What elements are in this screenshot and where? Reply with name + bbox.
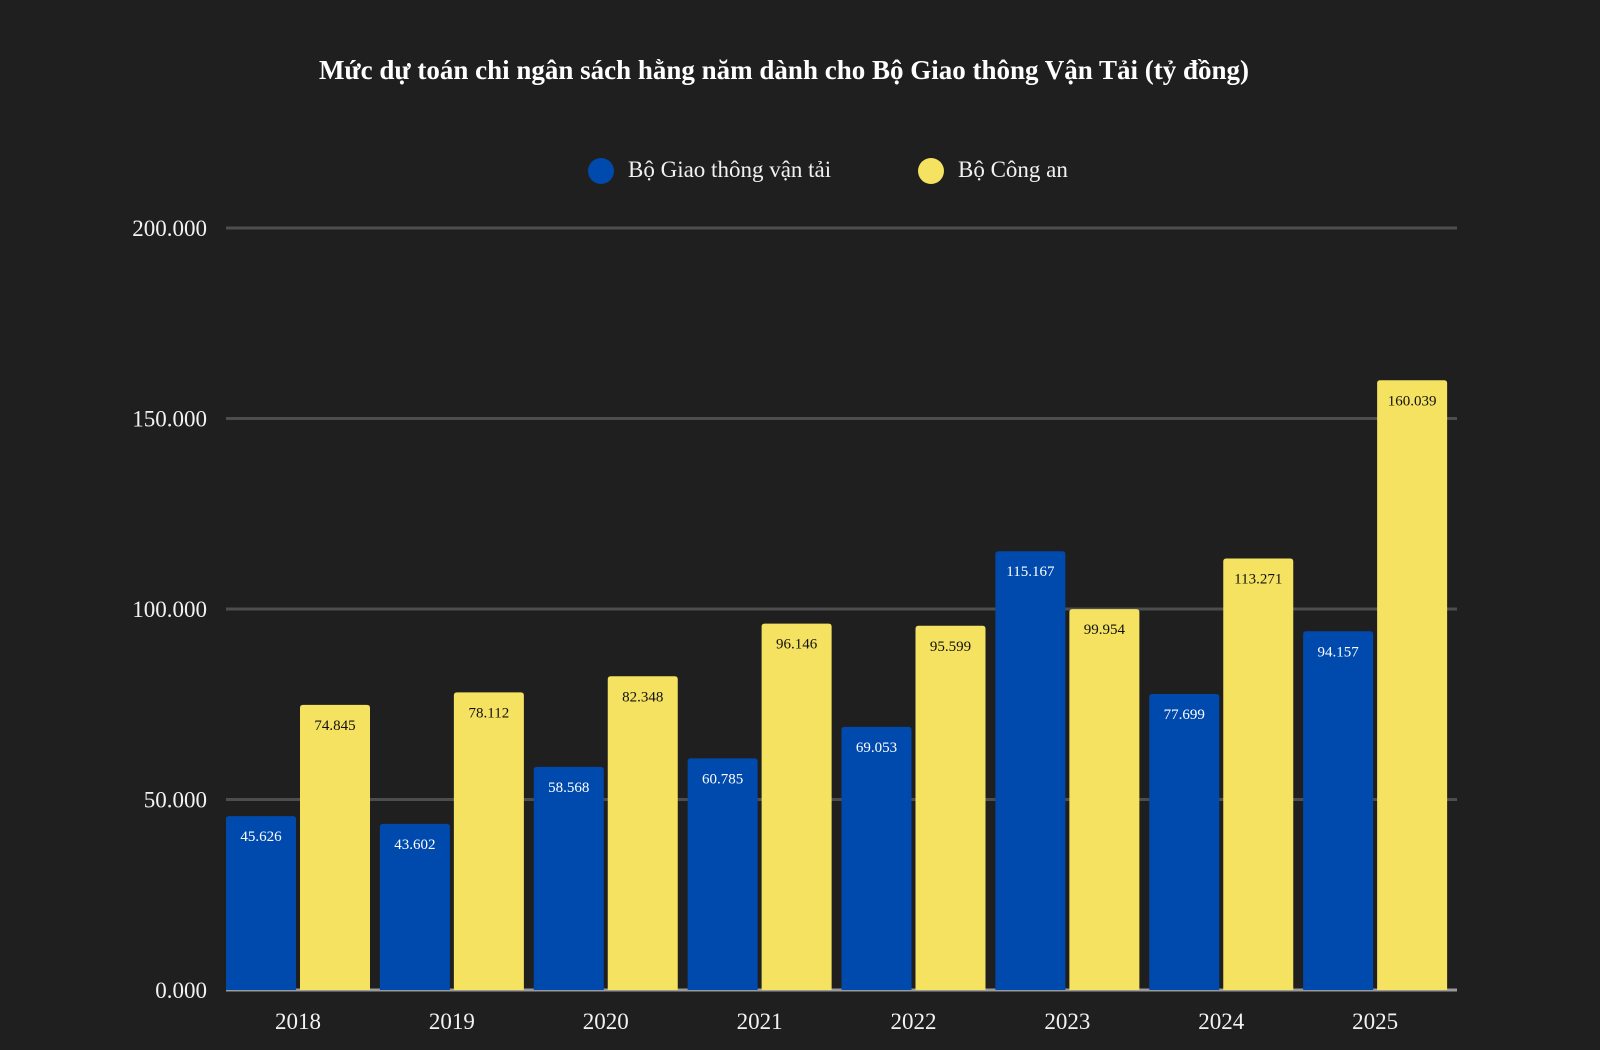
y-tick-label: 0.000 (155, 978, 207, 1003)
x-tick-label: 2019 (429, 1009, 475, 1034)
data-label: 115.167 (1006, 564, 1055, 580)
data-label: 95.599 (930, 639, 971, 655)
x-tick-label: 2023 (1044, 1009, 1090, 1034)
data-label: 45.626 (240, 829, 282, 845)
x-tick-label: 2025 (1352, 1009, 1398, 1034)
data-label: 82.348 (622, 689, 663, 705)
x-tick-label: 2018 (275, 1009, 321, 1034)
bar-giao-thong-2018 (226, 816, 296, 990)
bar-giao-thong-2025 (1303, 631, 1374, 990)
bar-cong-an-2018 (300, 704, 370, 990)
legend-marker-cong-an (918, 158, 944, 184)
data-label: 78.112 (469, 705, 510, 721)
bar-giao-thong-2019 (379, 823, 450, 990)
data-label: 60.785 (702, 771, 743, 787)
data-label: 160.039 (1388, 393, 1437, 409)
data-label: 74.845 (314, 718, 355, 734)
data-label: 43.602 (394, 837, 435, 853)
chart-title: Mức dự toán chi ngân sách hằng năm dành … (319, 55, 1249, 85)
legend-label-giao-thong: Bộ Giao thông vận tải (628, 157, 831, 182)
data-label: 99.954 (1084, 622, 1126, 638)
data-label: 69.053 (856, 740, 897, 756)
bar-cong-an-2022 (915, 625, 986, 990)
legend: Bộ Giao thông vận tải Bộ Công an (588, 157, 1068, 184)
bar-cong-an-2021 (761, 623, 832, 990)
bar-cong-an-2025 (1377, 380, 1448, 990)
bar-cong-an-2020 (607, 676, 678, 990)
x-tick-label: 2020 (583, 1009, 629, 1034)
y-tick-label: 200.000 (132, 216, 207, 241)
data-label: 77.699 (1164, 707, 1205, 723)
data-label: 96.146 (776, 637, 818, 653)
bar-giao-thong-2023 (995, 551, 1066, 990)
data-label: 58.568 (548, 780, 589, 796)
y-tick-label: 100.000 (132, 597, 207, 622)
data-label: 113.271 (1234, 571, 1282, 587)
bar-giao-thong-2022 (841, 726, 912, 990)
legend-label-cong-an: Bộ Công an (958, 157, 1068, 182)
bar-giao-thong-2024 (1149, 693, 1220, 990)
bar-giao-thong-2021 (687, 758, 758, 990)
x-tick-label: 2022 (891, 1009, 937, 1034)
data-label: 94.157 (1318, 644, 1360, 660)
bar-cong-an-2023 (1069, 609, 1140, 990)
bar-giao-thong-2020 (533, 766, 604, 990)
x-tick-label: 2021 (737, 1009, 783, 1034)
y-tick-label: 50.000 (144, 788, 207, 813)
x-tick-label: 2024 (1198, 1009, 1245, 1034)
y-tick-label: 150.000 (132, 407, 207, 432)
bar-cong-an-2024 (1223, 558, 1294, 990)
bar-cong-an-2019 (453, 692, 524, 990)
legend-marker-giao-thong (588, 158, 614, 184)
